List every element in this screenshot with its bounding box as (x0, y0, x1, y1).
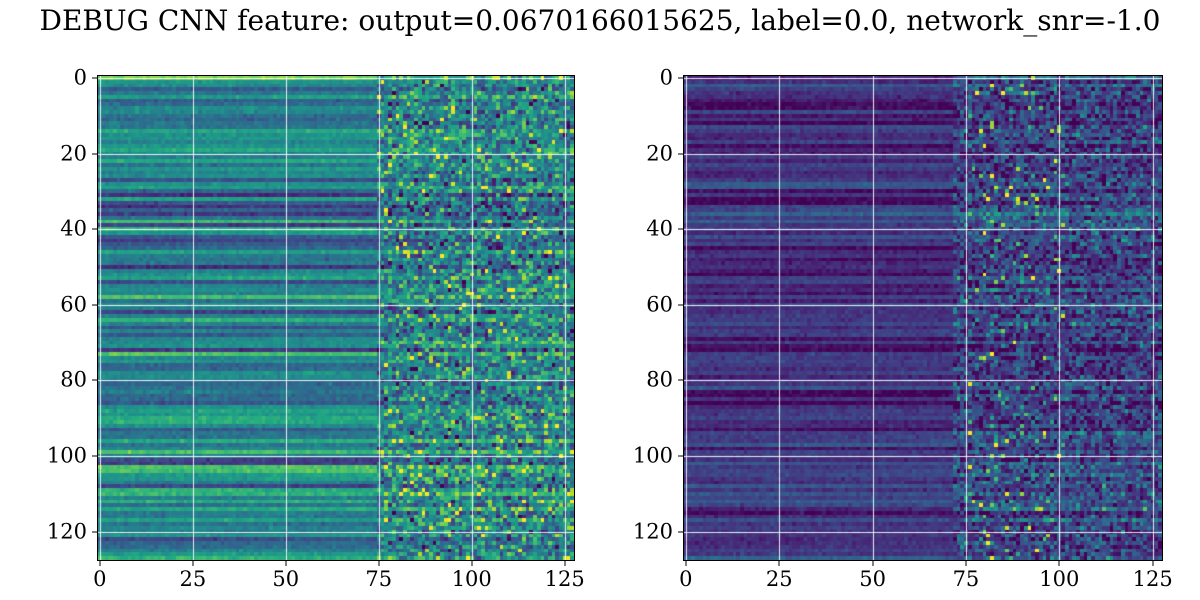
x-tick-mark (778, 560, 780, 566)
y-tick-mark (92, 379, 98, 381)
x-tick-mark (685, 560, 687, 566)
y-tick-mark (678, 228, 684, 230)
x-tick-label: 75 (365, 567, 393, 591)
y-tick-label: 0 (659, 65, 673, 90)
x-tick-mark (872, 560, 874, 566)
heatmap-canvas-left (98, 76, 574, 560)
figure-title: DEBUG CNN feature: output=0.067016601562… (39, 4, 1161, 37)
y-tick-label: 20 (646, 141, 673, 166)
y-tick-mark (92, 304, 98, 306)
y-tick-mark (92, 153, 98, 155)
y-tick-label: 40 (60, 216, 87, 241)
x-tick-label: 100 (451, 567, 492, 591)
x-tick-label: 25 (179, 567, 207, 591)
x-tick-mark (1152, 560, 1154, 566)
y-tick-mark (678, 304, 684, 306)
y-tick-mark (92, 531, 98, 533)
x-tick-mark (1058, 560, 1060, 566)
x-tick-label: 125 (544, 567, 585, 591)
y-tick-label: 100 (632, 443, 673, 468)
x-tick-mark (99, 560, 101, 566)
x-tick-label: 25 (765, 567, 793, 591)
heatmap-canvas-right (684, 76, 1162, 560)
y-tick-mark (92, 455, 98, 457)
y-tick-mark (92, 228, 98, 230)
y-tick-mark (678, 531, 684, 533)
x-tick-mark (378, 560, 380, 566)
heatmap-axes-left: 0 25 50 75 100 125 0 20 40 60 80 100 120 (47, 67, 585, 590)
y-tick-mark (92, 77, 98, 79)
x-tick-label: 125 (1132, 567, 1173, 591)
y-tick-label: 60 (646, 292, 673, 317)
x-tick-label: 100 (1039, 567, 1080, 591)
y-tick-label: 80 (60, 367, 87, 392)
y-tick-label: 0 (73, 65, 87, 90)
x-tick-label: 75 (952, 567, 980, 591)
heatmap-axes-right: 0 25 50 75 100 125 0 20 40 60 80 100 120 (633, 67, 1173, 590)
x-tick-mark (285, 560, 287, 566)
x-tick-label: 0 (93, 567, 107, 591)
y-tick-label: 120 (632, 519, 673, 544)
x-tick-mark (471, 560, 473, 566)
x-tick-mark (564, 560, 566, 566)
x-tick-mark (965, 560, 967, 566)
x-tick-mark (192, 560, 194, 566)
y-tick-label: 120 (46, 519, 87, 544)
y-tick-mark (678, 77, 684, 79)
y-tick-mark (678, 379, 684, 381)
y-tick-label: 20 (60, 141, 87, 166)
x-tick-label: 50 (859, 567, 886, 591)
y-tick-mark (678, 455, 684, 457)
x-tick-label: 0 (679, 567, 693, 591)
y-tick-label: 60 (60, 292, 87, 317)
y-tick-label: 40 (646, 216, 673, 241)
y-tick-label: 100 (46, 443, 87, 468)
x-tick-label: 50 (272, 567, 300, 591)
y-tick-mark (678, 153, 684, 155)
y-tick-label: 80 (646, 367, 673, 392)
